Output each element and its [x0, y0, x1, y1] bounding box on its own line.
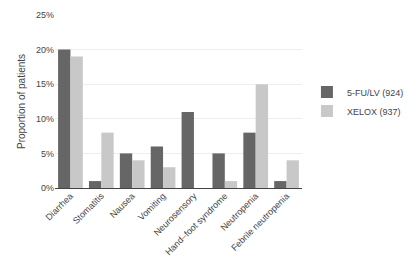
svg-text:Hand–foot syndrome: Hand–foot syndrome	[163, 191, 229, 257]
svg-text:XELOX (937): XELOX (937)	[347, 107, 401, 117]
svg-text:Vomiting: Vomiting	[136, 191, 167, 222]
svg-text:0%: 0%	[41, 183, 54, 193]
svg-text:20%: 20%	[36, 45, 54, 55]
svg-text:Proportion of patients: Proportion of patients	[16, 54, 27, 149]
svg-text:5%: 5%	[41, 149, 54, 159]
svg-text:Neurosensory: Neurosensory	[152, 191, 199, 238]
svg-text:15%: 15%	[36, 79, 54, 89]
svg-text:10%: 10%	[36, 114, 54, 124]
svg-text:Nausea: Nausea	[108, 191, 137, 220]
svg-text:25%: 25%	[36, 10, 54, 20]
svg-text:Diarrhea: Diarrhea	[44, 191, 75, 222]
svg-text:Febrile neutropenia: Febrile neutropenia	[229, 191, 291, 253]
svg-text:Neutropenia: Neutropenia	[219, 191, 261, 233]
svg-text:5-FU/LV (924): 5-FU/LV (924)	[347, 88, 403, 98]
svg-text:Stomatitis: Stomatitis	[71, 191, 106, 226]
